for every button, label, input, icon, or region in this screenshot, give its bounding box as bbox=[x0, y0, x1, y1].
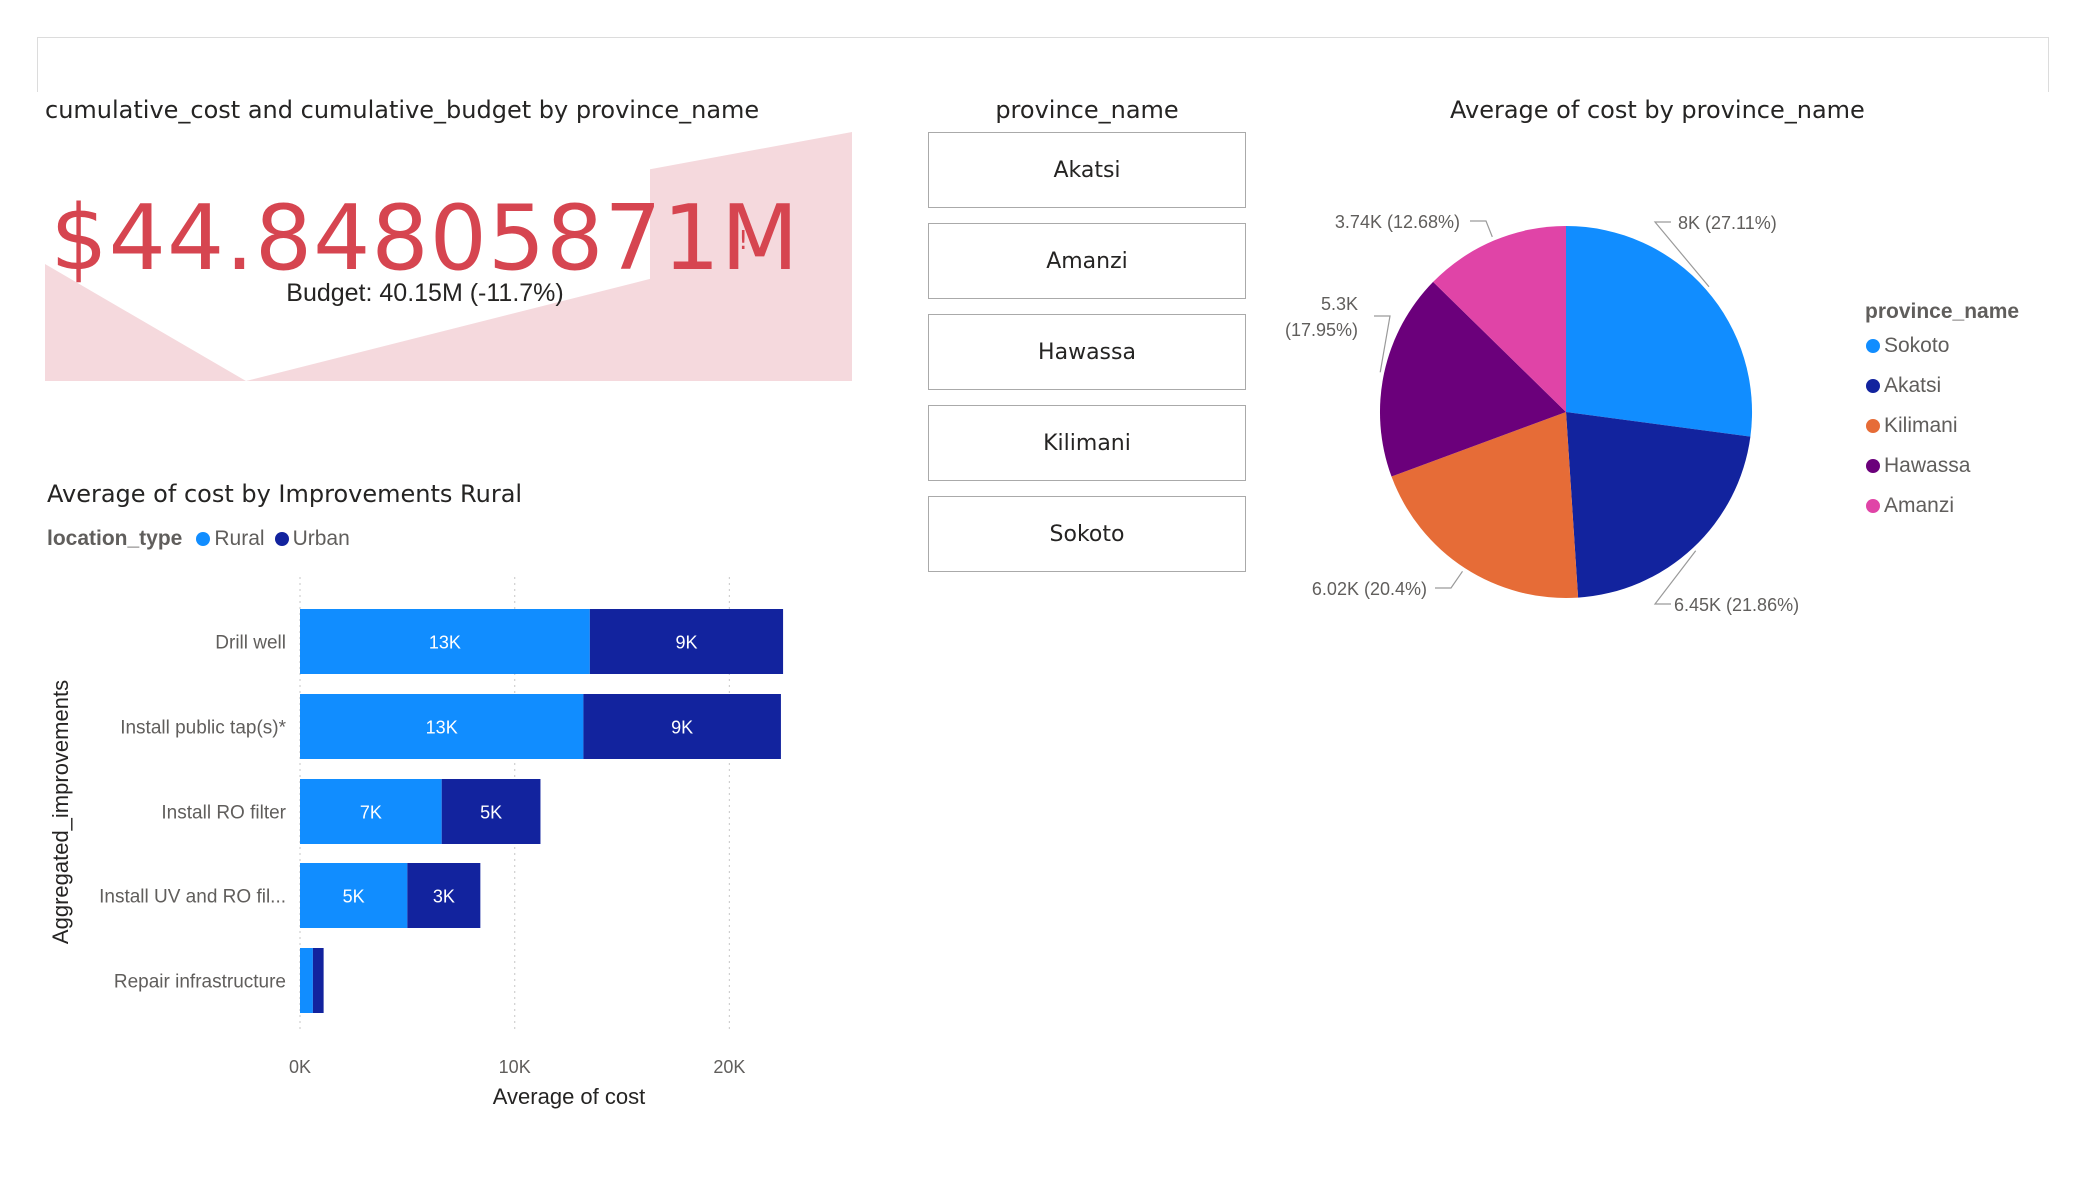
kpi-budget: Budget: 40.15M (-11.7%) bbox=[286, 279, 564, 307]
pie-slice-kilimani[interactable] bbox=[1391, 412, 1579, 598]
slicer-item-amanzi[interactable]: Amanzi bbox=[928, 223, 1246, 299]
bar-category-label: Drill well bbox=[215, 633, 286, 654]
pie-leader-line bbox=[1435, 570, 1463, 589]
legend-label: Amanzi bbox=[1884, 494, 1955, 517]
bar-data-label: 5K bbox=[480, 803, 502, 823]
pie-leader-line bbox=[1470, 220, 1493, 238]
pie-data-label: 5.3K bbox=[1321, 294, 1358, 314]
pie-slice-amanzi[interactable] bbox=[1433, 226, 1566, 412]
bar-category-label: Repair infrastructure bbox=[114, 972, 286, 993]
legend-dot-icon bbox=[1866, 379, 1880, 393]
bar-data-label: 7K bbox=[360, 803, 382, 823]
bar-segment-urban[interactable] bbox=[312, 948, 324, 1013]
legend-label: Sokoto bbox=[1884, 334, 1950, 357]
bar-x-tick-label: 0K bbox=[289, 1057, 311, 1077]
pie-slice-sokoto[interactable] bbox=[1566, 226, 1753, 437]
bar-segment-urban[interactable] bbox=[407, 863, 481, 928]
pie-legend-item-hawassa[interactable]: Hawassa bbox=[1866, 454, 1970, 478]
bar-x-tick-label: 20K bbox=[713, 1057, 745, 1077]
bar-category-label: Install UV and RO fil... bbox=[99, 887, 286, 908]
bar-segment-rural[interactable] bbox=[300, 863, 408, 928]
bar-legend-item-urban[interactable]: Urban bbox=[274, 527, 350, 551]
bar-y-axis-title: Aggregated_improvements bbox=[48, 680, 73, 944]
pie-data-label: 3.74K (12.68%) bbox=[1335, 212, 1460, 232]
bar-category-label: Install public tap(s)* bbox=[120, 718, 286, 739]
pie-leader-line bbox=[1653, 550, 1697, 605]
legend-label: Akatsi bbox=[1884, 374, 1942, 397]
bar-data-label: 9K bbox=[671, 718, 693, 738]
bar-segment-rural[interactable] bbox=[300, 948, 313, 1013]
bar-segment-urban[interactable] bbox=[583, 694, 781, 759]
slicer-title: province_name bbox=[995, 96, 1179, 124]
bar-category-label: Install RO filter bbox=[161, 803, 286, 824]
pie-legend-item-kilimani[interactable]: Kilimani bbox=[1866, 414, 1958, 438]
legend-label: Rural bbox=[214, 527, 265, 550]
pie-data-label: 6.02K (20.4%) bbox=[1312, 579, 1427, 599]
bar-segment-urban[interactable] bbox=[589, 609, 784, 674]
bar-data-label: 5K bbox=[343, 887, 365, 907]
pie-leader-line bbox=[1653, 221, 1710, 288]
slicer-item-kilimani[interactable]: Kilimani bbox=[928, 405, 1246, 481]
bar-data-label: 13K bbox=[429, 633, 461, 653]
bar-data-label: 9K bbox=[675, 633, 697, 653]
bar-x-tick-label: 10K bbox=[499, 1057, 531, 1077]
bar-data-label: 3K bbox=[433, 887, 455, 907]
bar-x-axis-title: Average of cost bbox=[493, 1084, 645, 1109]
pie-title: Average of cost by province_name bbox=[1450, 96, 1865, 124]
bar-legend: location_type Rural Urban bbox=[47, 527, 350, 551]
pie-data-label: (17.95%) bbox=[1285, 320, 1358, 340]
legend-dot-icon bbox=[1866, 339, 1880, 353]
slicer-item-sokoto[interactable]: Sokoto bbox=[928, 496, 1246, 572]
bar-segment-urban[interactable] bbox=[441, 779, 541, 844]
legend-dot-icon bbox=[1866, 499, 1880, 513]
bar-segment-rural[interactable] bbox=[300, 609, 590, 674]
kpi-alert-icon: ! bbox=[738, 226, 749, 256]
legend-dot-icon bbox=[1866, 459, 1880, 473]
bar-legend-item-rural[interactable]: Rural bbox=[196, 527, 265, 551]
pie-legend-title: province_name bbox=[1865, 300, 2020, 323]
pie-slice-hawassa[interactable] bbox=[1379, 281, 1566, 477]
pie-slice-akatsi[interactable] bbox=[1566, 412, 1751, 598]
legend-dot-icon bbox=[274, 532, 289, 546]
bar-segment-rural[interactable] bbox=[300, 779, 442, 844]
legend-label: Kilimani bbox=[1884, 414, 1958, 437]
pie-legend-item-sokoto[interactable]: Sokoto bbox=[1866, 334, 1949, 358]
slicer-item-hawassa[interactable]: Hawassa bbox=[928, 314, 1246, 390]
legend-label: Urban bbox=[292, 527, 350, 550]
bar-segment-rural[interactable] bbox=[300, 694, 584, 759]
slicer-item-akatsi[interactable]: Akatsi bbox=[928, 132, 1246, 208]
bar-data-label: 13K bbox=[426, 718, 458, 738]
kpi-value: $44.84805871M bbox=[50, 186, 800, 291]
pie-leader-line bbox=[1374, 315, 1391, 373]
header-frame bbox=[37, 37, 2049, 92]
legend-label: Hawassa bbox=[1884, 454, 1971, 477]
legend-dot-icon bbox=[1866, 419, 1880, 433]
bar-legend-title: location_type bbox=[47, 527, 183, 550]
pie-data-label: 6.45K (21.86%) bbox=[1674, 595, 1799, 615]
pie-legend-item-amanzi[interactable]: Amanzi bbox=[1866, 494, 1954, 518]
pie-legend-item-akatsi[interactable]: Akatsi bbox=[1866, 374, 1941, 398]
bar-title: Average of cost by Improvements Rural bbox=[47, 480, 523, 508]
pie-data-label: 8K (27.11%) bbox=[1678, 213, 1777, 233]
kpi-title: cumulative_cost and cumulative_budget by… bbox=[45, 96, 760, 124]
legend-dot-icon bbox=[196, 532, 211, 546]
